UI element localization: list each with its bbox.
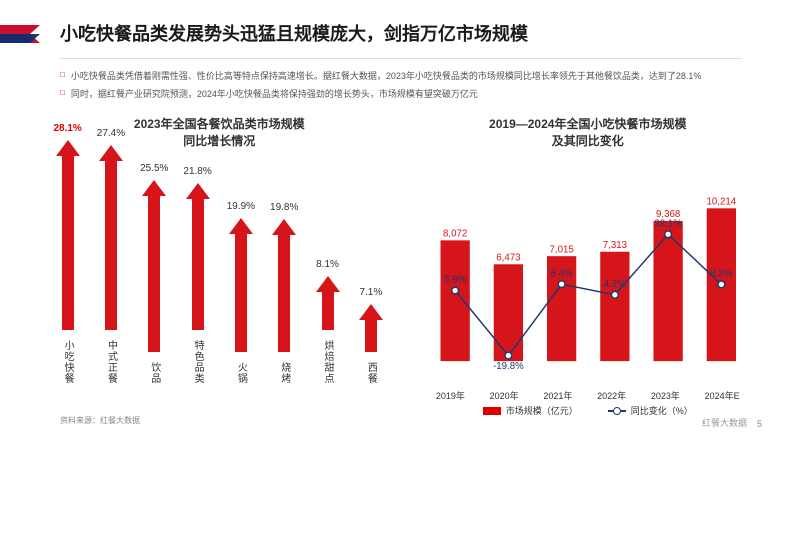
data-source: 资料来源：红餐大数据: [60, 415, 140, 426]
bullet-item: □同时，据红餐产业研究院预测，2024年小吃快餐品类将保持强劲的增长势头，市场规…: [60, 87, 742, 101]
bar-value-label: 21.8%: [183, 166, 211, 177]
legend-line-swatch: [608, 410, 626, 412]
line-marker: [558, 281, 565, 288]
line-label: 5.9%: [444, 275, 466, 286]
bar-label: 7,313: [602, 240, 626, 251]
arrow-bar: [359, 304, 383, 352]
bar-column: 19.8% 烧烤: [267, 202, 302, 385]
line-label: 8.4%: [550, 269, 572, 280]
line-label: 4.2%: [603, 279, 625, 290]
bar-value-label: 28.1%: [53, 123, 81, 134]
growth-by-category-chart: 2023年全国各餐饮品类市场规模同比增长情况 28.1% 小吃快餐 27.4% …: [45, 116, 394, 445]
category-label: 中式正餐: [103, 340, 118, 384]
bullet-item: □小吃快餐品类凭借着刚需性强、性价比高等特点保持高速增长。据红餐大数据，2023…: [60, 69, 742, 83]
arrow-bar: [56, 140, 80, 330]
category-label: 烧烤: [277, 362, 292, 384]
bar-value-label: 7.1%: [359, 287, 382, 298]
header-flag: [0, 25, 45, 43]
bar-column: 25.5% 饮品: [137, 163, 172, 384]
category-label: 烘焙甜点: [320, 340, 335, 384]
arrow-bar: [99, 145, 123, 330]
bar-value-label: 25.5%: [140, 163, 168, 174]
bullet-icon: □: [60, 69, 65, 83]
bar-value-label: 19.9%: [227, 201, 255, 212]
category-label: 饮品: [147, 362, 162, 384]
line-label: 8.3%: [710, 269, 732, 280]
bar: [600, 252, 629, 361]
bullet-icon: □: [60, 87, 65, 101]
bar-value-label: 27.4%: [97, 128, 125, 139]
market-size-trend-chart: 2019—2024年全国小吃快餐市场规模及其同比变化 8,072 6,473 7,0…: [414, 116, 763, 445]
category-label: 小吃快餐: [60, 340, 75, 384]
bar: [493, 265, 522, 362]
category-label: 西餐: [363, 362, 378, 384]
page-number: 5: [757, 419, 762, 429]
bar-column: 28.1% 小吃快餐: [50, 123, 85, 384]
line-label: -19.8%: [493, 361, 524, 372]
legend-bar-swatch: [483, 407, 501, 415]
footer-logo: 红餐大数据: [702, 416, 747, 429]
page-title: 小吃快餐品类发展势头迅猛且规模庞大，剑指万亿市场规模: [60, 20, 802, 46]
year-label: 2024年E: [705, 389, 740, 402]
bar-value-label: 19.8%: [270, 202, 298, 213]
arrow-bar: [316, 276, 340, 331]
arrow-bar: [272, 219, 296, 353]
year-label: 2019年: [436, 389, 465, 402]
year-label: 2022年: [597, 389, 626, 402]
category-label: 火锅: [233, 362, 248, 384]
bar-column: 21.8% 特色品类: [180, 166, 215, 384]
bar-column: 8.1% 烘焙甜点: [310, 259, 345, 385]
arrow-bar: [186, 183, 210, 330]
year-label: 2020年: [490, 389, 519, 402]
year-label: 2023年: [651, 389, 680, 402]
arrow-bar: [229, 218, 253, 353]
line-marker: [504, 353, 511, 360]
line-marker: [451, 287, 458, 294]
header-divider: [60, 58, 742, 59]
bar-value-label: 8.1%: [316, 259, 339, 270]
chart2-title: 2019—2024年全国小吃快餐市场规模及其同比变化: [414, 116, 763, 150]
line-label: 28.1%: [654, 219, 682, 230]
bar-label: 8,072: [443, 229, 467, 240]
bar-label: 7,015: [549, 245, 573, 256]
line-marker: [664, 231, 671, 238]
bullet-list: □小吃快餐品类凭借着刚需性强、性价比高等特点保持高速增长。据红餐大数据，2023…: [0, 69, 802, 102]
category-label: 特色品类: [190, 340, 205, 384]
arrow-bar: [142, 180, 166, 352]
bar-column: 7.1% 西餐: [353, 287, 388, 384]
bar: [653, 221, 682, 361]
bar-column: 27.4% 中式正餐: [93, 128, 128, 384]
line-marker: [611, 292, 618, 299]
bar: [440, 241, 469, 362]
year-label: 2021年: [543, 389, 572, 402]
line-marker: [717, 281, 724, 288]
bar-label: 6,473: [496, 253, 520, 264]
bar-column: 19.9% 火锅: [223, 201, 258, 385]
combo-chart-svg: 8,0726,4737,0157,3139,36810,2145.9%-19.8…: [414, 164, 763, 384]
bar-label: 10,214: [706, 197, 736, 208]
